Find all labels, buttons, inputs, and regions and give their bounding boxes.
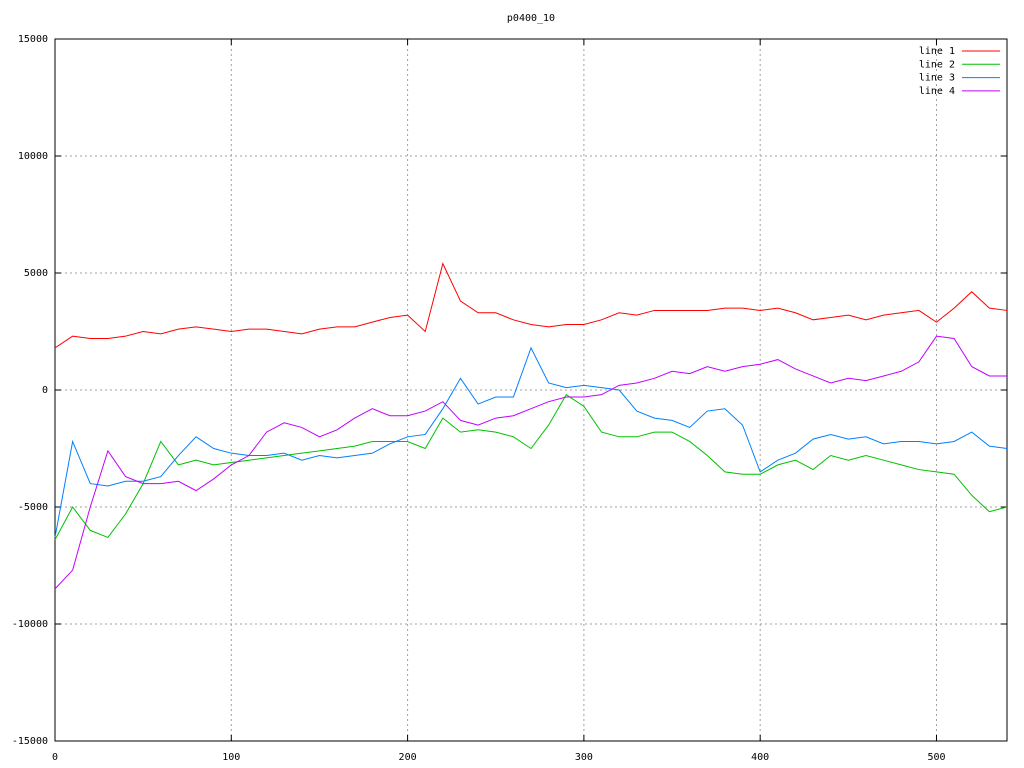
x-tick-label: 300 (575, 752, 593, 763)
y-tick-label: -10000 (12, 619, 48, 630)
x-tick-label: 500 (927, 752, 945, 763)
legend-label: line 3 (919, 73, 955, 84)
data-line (54, 335, 1007, 590)
data-line (54, 346, 1008, 538)
legend-label: line 4 (919, 86, 955, 97)
y-tick-label: 10000 (18, 151, 48, 162)
y-tick-label: 5000 (24, 268, 48, 279)
x-tick-label: 0 (52, 752, 58, 763)
legend-label: line 1 (919, 46, 955, 57)
y-tick-label: 0 (42, 385, 48, 396)
x-tick-label: 400 (751, 752, 769, 763)
data-line (54, 262, 1008, 349)
y-tick-label: -5000 (18, 502, 48, 513)
x-tick-label: 200 (399, 752, 417, 763)
y-tick-label: 15000 (18, 34, 48, 45)
chart-title: p0400_10 (507, 13, 555, 24)
plot-frame (54, 38, 1008, 742)
y-tick-label: -15000 (12, 736, 48, 747)
data-line (54, 393, 1008, 540)
legend-label: line 2 (919, 59, 955, 70)
x-tick-label: 100 (222, 752, 240, 763)
